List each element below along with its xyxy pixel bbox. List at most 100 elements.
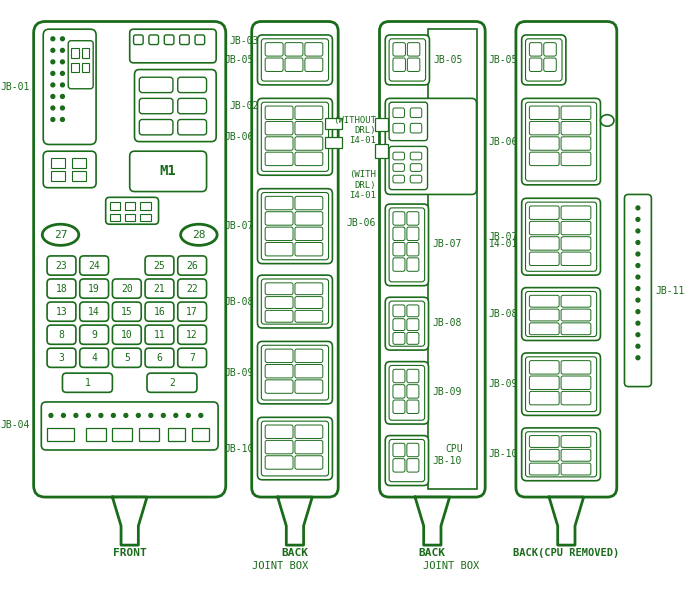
FancyBboxPatch shape	[145, 348, 174, 367]
FancyBboxPatch shape	[145, 256, 174, 275]
FancyBboxPatch shape	[525, 102, 596, 181]
FancyBboxPatch shape	[265, 425, 293, 439]
Circle shape	[51, 106, 55, 110]
FancyBboxPatch shape	[522, 198, 601, 275]
FancyBboxPatch shape	[393, 108, 404, 118]
FancyBboxPatch shape	[624, 195, 651, 387]
FancyBboxPatch shape	[147, 373, 197, 392]
FancyBboxPatch shape	[530, 237, 559, 250]
FancyBboxPatch shape	[386, 297, 429, 350]
FancyBboxPatch shape	[145, 302, 174, 321]
Text: JB-07: JB-07	[432, 239, 461, 250]
Circle shape	[99, 413, 103, 418]
FancyBboxPatch shape	[525, 202, 596, 271]
FancyBboxPatch shape	[295, 137, 323, 150]
FancyBboxPatch shape	[164, 35, 174, 45]
FancyBboxPatch shape	[295, 349, 323, 362]
FancyBboxPatch shape	[265, 137, 293, 150]
Text: JB-05: JB-05	[224, 55, 253, 65]
Circle shape	[61, 72, 64, 75]
FancyBboxPatch shape	[258, 98, 333, 175]
FancyBboxPatch shape	[389, 301, 425, 346]
FancyBboxPatch shape	[180, 35, 189, 45]
FancyBboxPatch shape	[389, 147, 427, 190]
Text: FRONT: FRONT	[113, 548, 147, 558]
FancyBboxPatch shape	[407, 385, 419, 398]
FancyBboxPatch shape	[530, 376, 559, 390]
Bar	[192, 428, 209, 441]
FancyBboxPatch shape	[407, 443, 419, 457]
FancyBboxPatch shape	[393, 258, 405, 271]
FancyBboxPatch shape	[261, 345, 329, 400]
Text: 11: 11	[154, 330, 166, 340]
FancyBboxPatch shape	[393, 42, 406, 56]
Bar	[125, 202, 136, 210]
FancyBboxPatch shape	[393, 152, 404, 160]
Text: JB-08: JB-08	[489, 309, 518, 319]
Text: 20: 20	[121, 284, 133, 293]
FancyBboxPatch shape	[525, 357, 596, 411]
FancyBboxPatch shape	[258, 418, 333, 480]
FancyBboxPatch shape	[386, 204, 429, 285]
FancyBboxPatch shape	[407, 227, 419, 241]
FancyBboxPatch shape	[285, 42, 303, 56]
FancyBboxPatch shape	[530, 361, 559, 374]
Circle shape	[187, 413, 190, 418]
Text: JB-11: JB-11	[655, 285, 685, 296]
FancyBboxPatch shape	[561, 463, 591, 475]
FancyBboxPatch shape	[407, 400, 419, 413]
Text: 9: 9	[91, 330, 97, 340]
FancyBboxPatch shape	[265, 106, 293, 119]
Text: 19: 19	[88, 284, 100, 293]
Bar	[168, 428, 185, 441]
FancyBboxPatch shape	[393, 369, 405, 383]
FancyBboxPatch shape	[258, 275, 333, 328]
FancyBboxPatch shape	[393, 124, 404, 133]
FancyBboxPatch shape	[379, 21, 485, 497]
Bar	[139, 428, 159, 441]
FancyBboxPatch shape	[177, 119, 207, 135]
FancyBboxPatch shape	[393, 242, 405, 256]
FancyBboxPatch shape	[295, 152, 323, 165]
Text: 16: 16	[154, 307, 166, 317]
FancyBboxPatch shape	[265, 380, 293, 393]
FancyBboxPatch shape	[145, 279, 174, 298]
FancyBboxPatch shape	[393, 459, 405, 472]
Bar	[113, 428, 132, 441]
FancyBboxPatch shape	[177, 348, 207, 367]
FancyBboxPatch shape	[295, 227, 323, 241]
FancyBboxPatch shape	[265, 456, 293, 469]
FancyBboxPatch shape	[177, 325, 207, 344]
Circle shape	[149, 413, 152, 418]
FancyBboxPatch shape	[113, 302, 141, 321]
Circle shape	[86, 413, 90, 418]
FancyBboxPatch shape	[63, 373, 113, 392]
FancyBboxPatch shape	[530, 137, 559, 150]
FancyBboxPatch shape	[261, 421, 329, 476]
Text: BACK: BACK	[419, 548, 446, 558]
FancyBboxPatch shape	[134, 70, 216, 142]
Circle shape	[111, 413, 116, 418]
FancyBboxPatch shape	[530, 436, 559, 447]
Circle shape	[199, 413, 203, 418]
FancyBboxPatch shape	[561, 323, 591, 335]
FancyBboxPatch shape	[265, 349, 293, 362]
Circle shape	[51, 48, 55, 52]
FancyBboxPatch shape	[258, 341, 333, 404]
FancyBboxPatch shape	[265, 283, 293, 295]
Text: JB-01: JB-01	[1, 82, 30, 92]
Circle shape	[636, 333, 640, 336]
FancyBboxPatch shape	[561, 221, 591, 235]
Circle shape	[636, 344, 640, 348]
Bar	[325, 118, 342, 129]
Text: 17: 17	[187, 307, 198, 317]
FancyBboxPatch shape	[410, 164, 422, 171]
FancyBboxPatch shape	[195, 35, 205, 45]
FancyBboxPatch shape	[393, 164, 404, 171]
Circle shape	[636, 229, 640, 233]
Polygon shape	[415, 497, 450, 545]
FancyBboxPatch shape	[80, 256, 109, 275]
FancyBboxPatch shape	[393, 400, 405, 413]
FancyBboxPatch shape	[407, 319, 419, 330]
FancyBboxPatch shape	[522, 353, 601, 415]
